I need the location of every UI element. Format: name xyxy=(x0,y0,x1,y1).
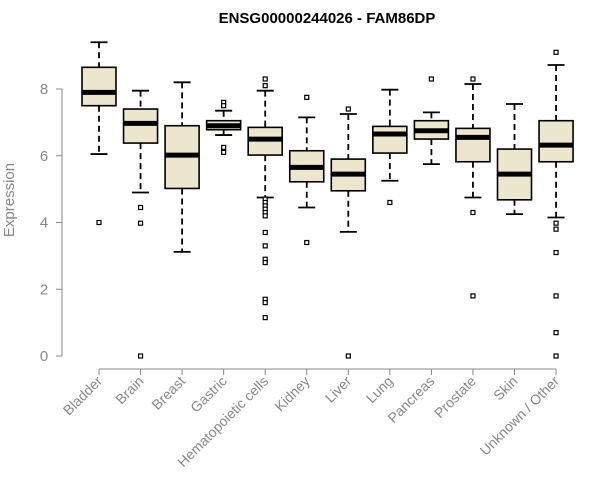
outlier-point xyxy=(137,220,144,226)
outlier-point xyxy=(221,144,227,151)
box-kidney xyxy=(288,94,325,246)
iqr-box xyxy=(122,108,159,144)
outlier-point xyxy=(137,353,144,359)
outlier-point xyxy=(96,219,102,226)
chart-title: ENSG00000244026 - FAM86DP xyxy=(219,10,436,27)
iqr-box xyxy=(538,119,574,163)
x-tick-label: Unknown / Other xyxy=(477,373,563,459)
outlier-point xyxy=(221,149,227,156)
x-tick-label: Kidney xyxy=(271,373,313,415)
outlier-point xyxy=(262,83,268,89)
outlier-point xyxy=(470,76,476,82)
outlier-point xyxy=(304,239,310,246)
outlier-point xyxy=(470,293,476,299)
box-brain xyxy=(122,89,159,359)
outlier-point xyxy=(470,209,476,216)
box-prostate xyxy=(455,76,491,299)
box-pancreas xyxy=(413,76,450,165)
outlier-point xyxy=(262,259,268,266)
outlier-point xyxy=(553,220,559,226)
iqr-box xyxy=(81,66,117,107)
box-breast xyxy=(164,81,200,253)
x-tick-label: Brain xyxy=(112,373,146,407)
outlier-point xyxy=(262,229,268,236)
outlier-point xyxy=(262,300,268,306)
outlier-point xyxy=(304,94,310,100)
box-gastric xyxy=(205,99,242,156)
outlier-point xyxy=(428,76,434,82)
outlier-point xyxy=(387,199,393,206)
y-tick-label: 0 xyxy=(40,348,48,365)
box-unknown-other xyxy=(538,49,574,359)
outlier-point xyxy=(553,353,559,359)
y-axis-label: Expression xyxy=(1,163,18,237)
y-tick-label: 2 xyxy=(40,281,48,298)
outlier-point xyxy=(553,330,559,336)
outlier-point xyxy=(221,103,227,109)
outlier-point xyxy=(262,315,268,321)
outlier-point xyxy=(553,49,559,55)
x-tick-label: Lung xyxy=(363,373,396,406)
outlier-point xyxy=(553,226,559,232)
box-skin xyxy=(496,103,533,216)
iqr-box xyxy=(455,127,491,163)
outlier-point xyxy=(345,353,351,359)
outlier-point xyxy=(262,213,268,219)
y-tick-label: 4 xyxy=(40,215,48,232)
outlier-point xyxy=(345,106,351,112)
outlier-point xyxy=(262,76,268,82)
outlier-point xyxy=(137,204,144,211)
box-bladder xyxy=(81,41,117,226)
y-axis: 0 2 4 6 8 xyxy=(40,81,63,365)
x-tick-label: Liver xyxy=(322,373,355,406)
box-hematopoietic-cells xyxy=(247,76,283,321)
x-tick-label: Prostate xyxy=(431,373,479,421)
box-lung xyxy=(372,88,408,206)
boxes-group xyxy=(81,41,574,359)
x-tick-label: Skin xyxy=(490,373,521,404)
x-tick-label: Breast xyxy=(148,373,188,413)
y-tick-label: 8 xyxy=(40,81,48,98)
iqr-box xyxy=(372,125,408,154)
y-tick-label: 6 xyxy=(40,148,48,165)
outlier-point xyxy=(553,249,559,256)
outlier-point xyxy=(553,293,559,299)
box-liver xyxy=(330,106,367,359)
x-tick-label: Bladder xyxy=(60,373,106,419)
outlier-point xyxy=(262,243,268,249)
